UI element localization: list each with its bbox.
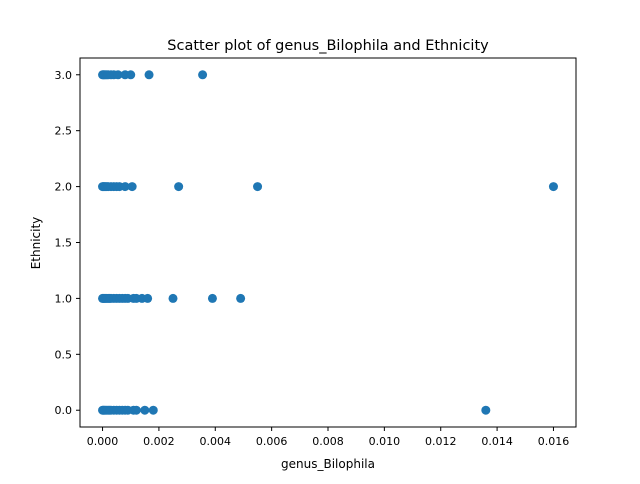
y-tick-label: 2.0: [55, 181, 73, 194]
data-point: [174, 182, 184, 192]
x-tick-label: 0.000: [87, 435, 119, 448]
chart-title: Scatter plot of genus_Bilophila and Ethn…: [167, 38, 489, 54]
data-point: [144, 70, 154, 80]
data-point: [127, 182, 137, 192]
x-tick-label: 0.010: [369, 435, 401, 448]
x-tick-label: 0.008: [312, 435, 344, 448]
data-point: [253, 182, 263, 192]
y-tick-label: 3.0: [55, 69, 73, 82]
y-axis-label: Ethnicity: [29, 217, 43, 270]
x-axis: 0.000 0.002 0.004 0.006 0.008 0.010 0.012 0.014…: [87, 427, 569, 448]
y-tick-label: 1.5: [55, 237, 73, 250]
data-point: [198, 70, 208, 80]
data-point: [481, 405, 491, 415]
y-tick-label: 1.0: [55, 292, 73, 305]
y-tick-label: 0.0: [55, 404, 73, 417]
data-point: [548, 182, 558, 192]
data-point: [168, 293, 178, 303]
data-point: [207, 293, 217, 303]
x-tick-label: 0.006: [256, 435, 288, 448]
data-point: [148, 405, 158, 415]
data-point: [126, 70, 136, 80]
x-tick-label: 0.016: [538, 435, 570, 448]
data-point: [131, 405, 141, 415]
y-tick-label: 2.5: [55, 125, 73, 138]
plot-area-frame: [79, 57, 577, 428]
data-point: [236, 293, 246, 303]
x-tick-label: 0.002: [143, 435, 175, 448]
y-axis: 0.0 0.5 1.0 1.5 2.0 2.5 3.0: [55, 69, 80, 417]
x-tick-label: 0.012: [425, 435, 457, 448]
points-layer: [98, 70, 558, 415]
data-point: [113, 70, 123, 80]
x-tick-label: 0.004: [200, 435, 232, 448]
data-point: [143, 293, 153, 303]
x-axis-label: genus_Bilophila: [281, 457, 375, 471]
data-point: [140, 405, 150, 415]
y-tick-label: 0.5: [55, 348, 73, 361]
data-point: [120, 182, 130, 192]
x-tick-label: 0.014: [481, 435, 513, 448]
